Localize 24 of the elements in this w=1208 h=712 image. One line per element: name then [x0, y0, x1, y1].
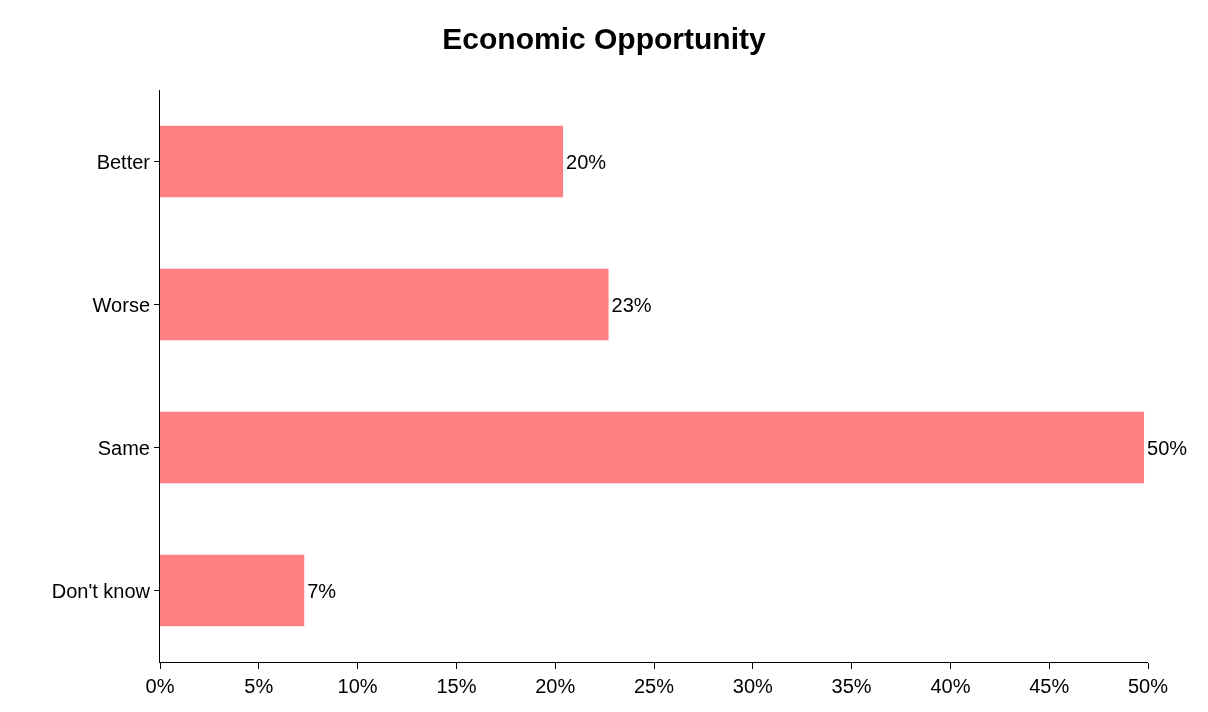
data-label: 7% — [307, 579, 337, 602]
y-tick-label: Worse — [92, 293, 150, 316]
x-tick-label: 0% — [145, 675, 175, 697]
data-label: 50% — [1147, 436, 1188, 459]
data-label: 20% — [566, 150, 607, 173]
x-tick-label: 5% — [244, 675, 274, 697]
bar — [160, 411, 1145, 484]
bar — [160, 268, 609, 341]
x-tick-label: 20% — [535, 675, 576, 697]
x-tick-label: 40% — [930, 675, 971, 697]
data-label: 23% — [611, 293, 652, 316]
x-tick-label: 25% — [633, 675, 675, 697]
x-tick-label: 30% — [732, 675, 774, 697]
y-tick-label: Better — [96, 150, 151, 173]
bar — [160, 125, 564, 198]
x-tick-label: 10% — [337, 675, 378, 697]
x-tick-label: 35% — [831, 675, 872, 697]
x-tick-label: 50% — [1127, 675, 1169, 697]
x-tick-label: 45% — [1029, 675, 1070, 697]
bar — [160, 554, 305, 627]
x-tick-label: 15% — [436, 675, 477, 697]
chart-title: Economic Opportunity — [442, 22, 766, 56]
y-tick-label: Don't know — [51, 579, 151, 602]
y-tick-label: Same — [97, 436, 150, 459]
